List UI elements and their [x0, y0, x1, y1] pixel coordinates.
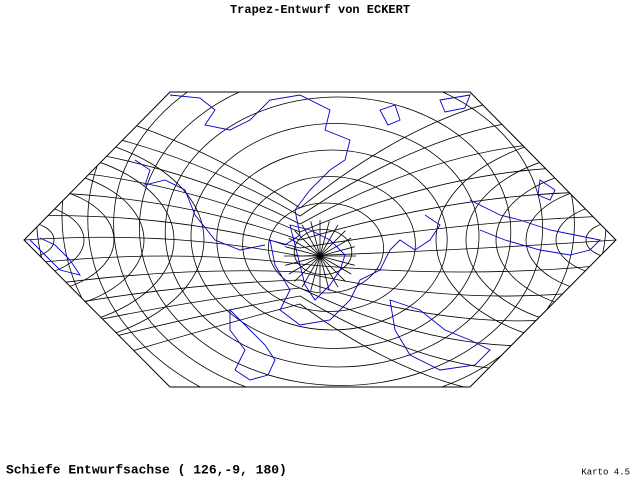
caption: Schiefe Entwurfsachse ( 126,-9, 180) — [6, 462, 287, 477]
graticule-line — [24, 221, 55, 259]
graticule-line — [525, 185, 616, 295]
graticule-line — [24, 131, 205, 349]
graticule-line — [319, 255, 352, 275]
coast — [29, 237, 82, 276]
coast — [289, 224, 346, 301]
graticule-line — [319, 255, 346, 282]
graticule-line — [113, 92, 575, 387]
graticule-line — [24, 92, 616, 387]
graticule-line — [24, 191, 616, 241]
coast — [134, 159, 266, 251]
graticule-line — [267, 202, 384, 294]
graticule-line — [319, 255, 355, 266]
graticule-line — [216, 149, 448, 331]
map-border — [23, 91, 617, 388]
graticule-line — [555, 203, 616, 277]
coast — [389, 299, 491, 371]
graticule-line — [24, 167, 145, 313]
graticule-line — [495, 167, 616, 313]
coastlines — [29, 94, 601, 381]
graticule-line — [319, 255, 339, 288]
graticule-line — [288, 255, 321, 275]
coast — [537, 179, 556, 201]
graticule-line — [190, 123, 480, 349]
graticule-line — [293, 229, 353, 275]
graticule-line — [285, 246, 321, 257]
graticule-line — [24, 303, 616, 387]
graticule-line — [294, 230, 321, 257]
graticule-line — [24, 203, 85, 277]
coast — [229, 308, 276, 381]
graticule-line — [435, 131, 616, 349]
credit: Karto 4.5 — [581, 467, 630, 477]
graticule-line — [294, 255, 321, 282]
graticule-line — [24, 149, 175, 331]
title: Trapez-Entwurf von ECKERT — [230, 3, 410, 17]
graticule-line — [319, 255, 330, 291]
graticule-line — [24, 185, 115, 295]
graticule-line — [24, 279, 616, 322]
graticule-line — [24, 116, 616, 217]
graticule-line — [164, 96, 512, 368]
graticule-line — [242, 176, 416, 312]
coast — [469, 199, 601, 256]
graticule-line — [138, 92, 544, 386]
graticule-line — [24, 270, 616, 297]
coast — [379, 94, 471, 126]
graticule-line — [465, 149, 616, 331]
graticule-line — [24, 141, 616, 225]
graticule-line — [24, 215, 616, 249]
graticule-line — [319, 246, 355, 257]
graticule-line — [285, 255, 321, 266]
graticule-line — [319, 221, 330, 257]
graticule-line — [585, 221, 616, 259]
graticule-line — [24, 166, 616, 233]
coast — [169, 94, 441, 326]
